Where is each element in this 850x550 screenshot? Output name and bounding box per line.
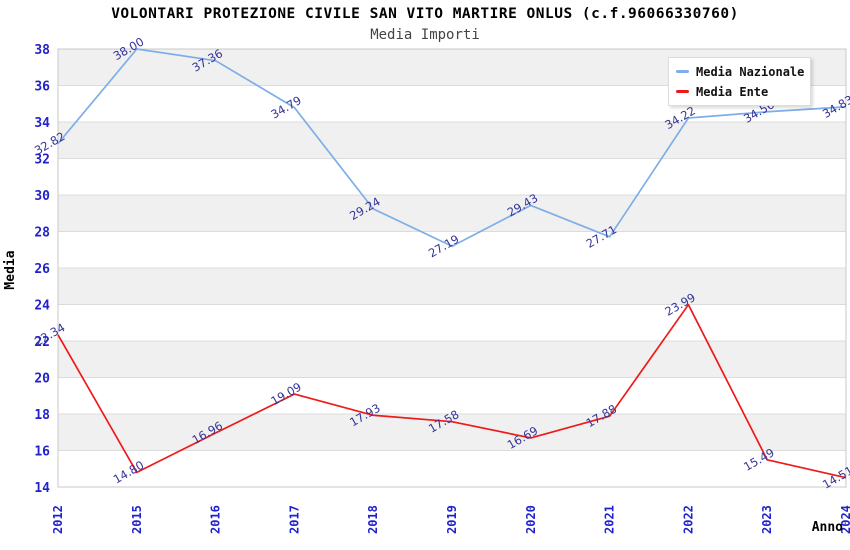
y-tick-label: 32 [34, 153, 50, 168]
x-tick-label: 2019 [445, 505, 459, 534]
series-line-media-nazionale [57, 48, 847, 248]
y-tick-label: 16 [34, 445, 50, 460]
data-point-label-media-ente: 14.80 [111, 458, 147, 487]
x-tick-label: 2016 [209, 505, 223, 534]
x-tick-label: 2023 [760, 505, 774, 534]
x-tick-label: 2017 [287, 505, 301, 534]
media-nazionale-line-swatch-icon [676, 70, 689, 73]
legend-item-media-ente: Media Ente [676, 84, 804, 99]
y-tick-label: 38 [34, 43, 50, 58]
x-tick-label: 2022 [681, 505, 695, 534]
y-axis-title: Media [3, 250, 18, 289]
y-tick-label: 18 [34, 408, 50, 423]
y-tick-label: 22 [34, 335, 50, 350]
x-tick-label: 2012 [51, 505, 65, 534]
y-tick-label: 14 [34, 481, 50, 496]
x-tick-label: 2024 [839, 505, 850, 534]
chart-subtitle: Media Importi [370, 27, 480, 43]
plot-border [57, 48, 847, 488]
y-tick-label: 30 [34, 189, 50, 204]
x-axis-title: Anno [812, 520, 843, 535]
data-point-label-media-nazionale: 34.83 [820, 92, 850, 121]
grid-band [58, 268, 846, 305]
y-tick-label: 26 [34, 262, 50, 277]
chart-title: VOLONTARI PROTEZIONE CIVILE SAN VITO MAR… [111, 6, 739, 22]
grid-band [58, 341, 846, 378]
legend-label-media-ente: Media Ente [696, 84, 769, 99]
x-tick-label: 2015 [130, 505, 144, 534]
grid-band [58, 122, 846, 159]
y-tick-label: 28 [34, 226, 50, 241]
x-tick-label: 2018 [366, 505, 380, 534]
y-tick-label: 36 [34, 80, 50, 95]
legend-box: Media Nazionale Media Ente [668, 57, 812, 106]
x-tick-label: 2020 [524, 505, 538, 534]
media-ente-line-swatch-icon [676, 90, 689, 93]
series-line-media-ente [57, 303, 847, 479]
y-tick-label: 34 [34, 116, 50, 131]
data-point-label-media-nazionale: 34.79 [268, 93, 304, 122]
x-tick-label: 2021 [603, 505, 617, 534]
grid-band [58, 414, 846, 451]
y-tick-label: 20 [34, 372, 50, 387]
y-tick-label: 24 [34, 299, 50, 314]
legend-label-media-nazionale: Media Nazionale [696, 64, 805, 79]
data-point-label-media-ente: 19.09 [268, 380, 304, 409]
grid-band [58, 195, 846, 232]
legend-item-media-nazionale: Media Nazionale [676, 64, 805, 79]
